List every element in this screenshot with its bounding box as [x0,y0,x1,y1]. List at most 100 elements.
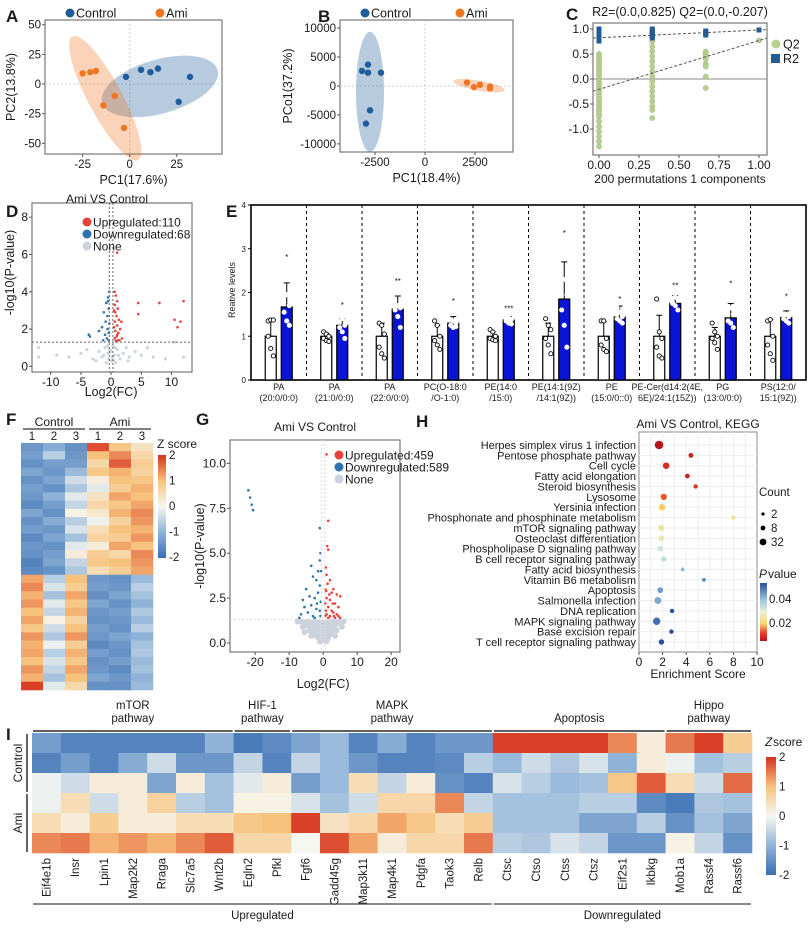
heatmap-cell [109,475,132,485]
upregulated-point [120,320,123,323]
heatmap-cell [21,648,44,658]
colorbar-title-italic: Z [764,735,773,749]
upregulated-point [115,324,119,327]
legend-marker [82,241,92,251]
control-data-point [712,329,718,335]
none-point [103,346,107,350]
heatmap-cell [21,492,44,501]
heatmap-cell [579,733,609,754]
ami-data-point [619,314,625,320]
q2-point [649,83,656,90]
heatmap-cell [43,574,66,584]
y-tick-label: 4 [21,285,28,299]
pathway-label: MAPK [376,700,409,712]
control-data-point [712,340,718,346]
y-tick-label: 2.5 [209,591,226,605]
plot-frame [31,202,193,373]
r2-point [649,35,655,41]
category-label: (21:0/0:0) [315,393,354,403]
heatmap-cell [435,753,465,774]
ami-data-point [337,324,343,331]
heatmap-cell [87,492,110,501]
ami-data-point [448,305,454,311]
heatmap-cell [43,500,66,510]
heatmap-cell [32,773,62,794]
none-point [102,353,106,357]
heatmap-cell [694,733,724,754]
heatmap-cell [87,484,110,493]
none-point [37,355,41,359]
upregulated-point [182,299,185,303]
control-data-point [270,317,276,323]
panel-g-volcano: -20 -10 0 10 20 10.0 7.5 5.0 2.5 0.0 Ami VS Contro… [193,420,449,691]
heatmap-cell [521,753,551,774]
y-tick-label: 5000 [310,52,336,64]
none-point [133,349,137,354]
control-data-point [490,329,496,335]
heatmap-cell [89,813,119,834]
heatmap-cell [21,607,44,617]
column-label: 2 [117,431,123,443]
enrichment-dot [658,639,665,645]
upregulated-point [113,337,117,340]
gene-label: Eif4e1b [41,858,53,897]
heatmap-cell [87,566,110,576]
heatmap-cell [21,615,44,625]
heatmap-cell [65,624,88,633]
pathway-label: Base excision repair [537,627,636,639]
heatmap-cell [43,673,66,683]
legend-label: Control [371,7,411,21]
heatmap-cell [131,475,154,485]
upregulated-point [328,614,332,618]
heatmap-cell [550,833,580,854]
ami-data-point [561,276,567,282]
none-point [97,349,101,354]
pvalue-tick-label: 0.04 [769,594,792,606]
heatmap-cell [65,681,88,691]
upregulated-point [115,251,119,254]
heatmap-cell [320,793,350,814]
q2-point [596,138,602,145]
heatmap-cell [21,624,44,633]
panel-h-kegg-enrichment: Herpes simplex virus 1 infectionPentose … [427,417,797,681]
x-axis-title: PC1(17.6%) [99,173,167,187]
control-data-point [379,351,385,357]
none-point [151,355,155,359]
upregulated-point [114,294,118,297]
heatmap-cell [87,517,110,526]
enrichment-dot [688,452,694,458]
control-data-point [545,322,551,328]
heatmap-cell [118,833,148,854]
upregulated-point [325,596,328,600]
heatmap-cell [550,813,580,834]
x-tick-label: 0.00 [587,158,611,172]
panel-d-volcano: -10 -5 0 5 10 8 6 4 2 0 Ami VS Control Log2(FC) -log… [3,192,193,399]
downregulated-point [309,564,313,568]
y-tick-label: 6 [21,247,28,261]
ami-data-point [564,292,570,298]
control-data-point [432,318,438,324]
heatmap-cell [65,467,88,477]
significance-marker: * [341,301,344,310]
upregulated-point [335,593,339,596]
upregulated-point [335,612,339,616]
gene-label: Fgf6 [301,858,313,881]
heatmap-cell [87,500,110,510]
x-tick-label: 0 [422,157,428,169]
heatmap-cell [87,533,110,543]
downregulated-point [251,508,255,512]
heatmap-cell [147,833,177,854]
heatmap-cell [109,525,132,534]
panel-label-A: A [6,7,18,26]
ami-data-point [342,322,348,328]
heatmap-cell [723,793,753,814]
heatmap-cell [131,607,154,617]
heatmap-cell [147,813,177,834]
heatmap-cell [723,753,753,774]
control-data-point [265,333,271,339]
legend-marker-ami [455,8,465,18]
category-label: /O-1:0) [431,393,459,403]
none-point [37,346,41,350]
control-data-point [603,335,609,341]
